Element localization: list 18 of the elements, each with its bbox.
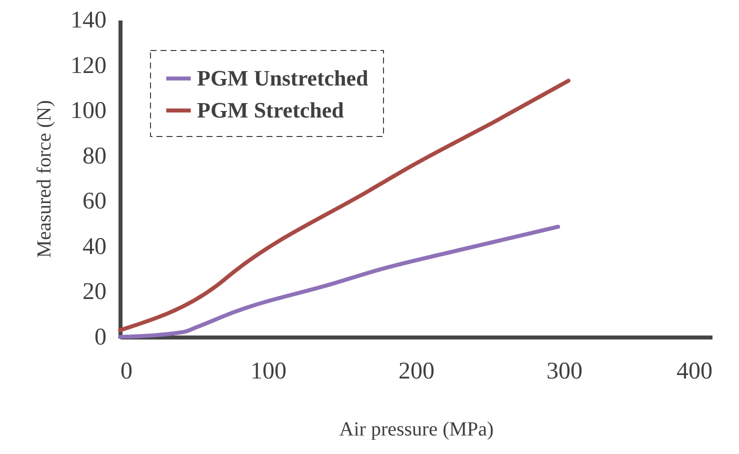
- x-tick-label: 100: [250, 358, 286, 384]
- x-tick-label: 0: [120, 358, 132, 384]
- x-axis-title: Air pressure (MPa): [339, 418, 494, 440]
- x-tick-label: 400: [676, 358, 712, 384]
- y-tick-label: 20: [82, 279, 106, 306]
- y-tick-label: 0: [94, 324, 106, 350]
- y-tick-label: 140: [70, 8, 106, 34]
- y-tick-label: 100: [70, 98, 106, 124]
- y-axis-title: Measured force (N): [34, 100, 56, 258]
- line-series: [118, 224, 560, 339]
- x-tick-label: 200: [398, 358, 434, 384]
- y-tick-label: 40: [82, 234, 106, 260]
- legend-label: PGM Unstretched: [197, 66, 368, 90]
- y-tick-label: 120: [70, 52, 106, 79]
- y-tick-label: 60: [82, 188, 106, 215]
- y-tick-label: 80: [82, 143, 106, 170]
- x-tick-label: 300: [546, 358, 582, 384]
- legend-label: PGM Stretched: [197, 98, 344, 122]
